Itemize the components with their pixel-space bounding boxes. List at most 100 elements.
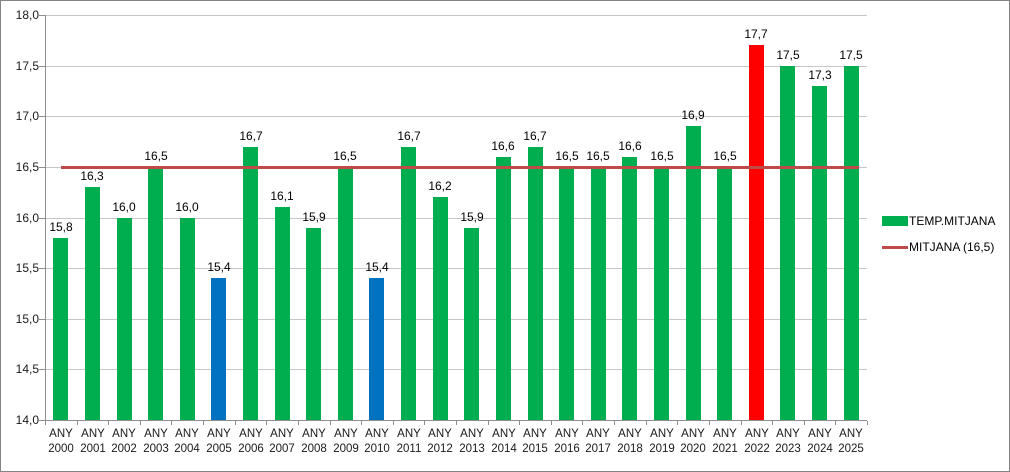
legend-item-temp-mitjana: TEMP.MITJANA — [882, 214, 995, 228]
bar-2019 — [654, 167, 669, 420]
mean-line — [61, 166, 859, 169]
x-axis-label-year: 2008 — [301, 442, 327, 455]
bar-2001 — [85, 187, 100, 420]
bar-value-label: 16,0 — [175, 200, 199, 214]
x-axis-tick — [646, 421, 647, 425]
x-axis-tick — [677, 421, 678, 425]
x-axis-label-prefix: ANY — [270, 428, 294, 440]
x-axis-label-prefix: ANY — [112, 428, 136, 440]
x-axis-label-year: 2005 — [206, 442, 232, 455]
bar-2016 — [559, 167, 574, 420]
legend-bar-swatch-icon — [882, 216, 908, 226]
bar-2012 — [433, 197, 448, 420]
y-gridline — [45, 66, 867, 67]
x-axis-label-prefix: ANY — [302, 428, 326, 440]
x-axis-label-prefix: ANY — [681, 428, 705, 440]
x-axis-label: ANY 2025 — [835, 427, 867, 456]
x-axis-label: ANY 2005 — [203, 427, 235, 456]
x-axis-label-prefix: ANY — [397, 428, 421, 440]
legend: TEMP.MITJANA MITJANA (16,5) — [882, 214, 995, 254]
y-axis-tick — [39, 420, 45, 421]
x-axis-line — [45, 420, 867, 421]
x-axis-label-year: 2009 — [333, 442, 359, 455]
x-axis-tick — [424, 421, 425, 425]
x-axis-tick — [235, 421, 236, 425]
bar-value-label: 16,5 — [555, 149, 579, 163]
x-axis-tick — [393, 421, 394, 425]
bar-2013 — [464, 228, 479, 420]
x-axis-tick — [835, 421, 836, 425]
x-axis-label-year: 2022 — [744, 442, 770, 455]
y-gridline — [45, 268, 867, 269]
x-axis-label-year: 2025 — [838, 442, 864, 455]
x-axis-label-year: 2006 — [238, 442, 264, 455]
x-axis-label-prefix: ANY — [207, 428, 231, 440]
bar-2010 — [369, 278, 384, 420]
bar-2011 — [401, 147, 416, 420]
x-axis-label: ANY 2018 — [614, 427, 646, 456]
bar-2015 — [528, 147, 543, 420]
y-axis-label: 17,5 — [15, 59, 39, 73]
x-axis-label: ANY 2006 — [235, 427, 267, 456]
y-axis-line — [45, 15, 46, 421]
bar-value-label: 16,0 — [112, 200, 136, 214]
y-gridline — [45, 319, 867, 320]
x-axis-label-prefix: ANY — [745, 428, 769, 440]
x-axis-tick — [519, 421, 520, 425]
bar-value-label: 15,9 — [302, 210, 326, 224]
bar-value-label: 16,5 — [333, 149, 357, 163]
y-axis-label: 15,5 — [15, 261, 39, 275]
bar-2018 — [622, 157, 637, 420]
x-axis-tick — [551, 421, 552, 425]
bar-2024 — [812, 86, 827, 420]
x-axis-label-prefix: ANY — [808, 428, 832, 440]
x-axis-label-year: 2014 — [491, 442, 517, 455]
y-axis-label: 16,0 — [15, 211, 39, 225]
bar-2014 — [496, 157, 511, 420]
x-axis-label-year: 2013 — [459, 442, 485, 455]
y-axis-label: 17,0 — [15, 109, 39, 123]
x-axis-label-prefix: ANY — [365, 428, 389, 440]
bar-2022 — [749, 45, 764, 420]
bar-2006 — [243, 147, 258, 420]
x-axis-label-prefix: ANY — [334, 428, 358, 440]
x-axis-tick — [298, 421, 299, 425]
x-axis-label-prefix: ANY — [839, 428, 863, 440]
x-axis-label-year: 2016 — [554, 442, 580, 455]
x-axis-label: ANY 2011 — [393, 427, 425, 456]
x-axis-label: ANY 2022 — [741, 427, 773, 456]
bar-2005 — [211, 278, 226, 420]
bar-2021 — [717, 167, 732, 420]
x-axis-label-year: 2015 — [522, 442, 548, 455]
x-axis-label-prefix: ANY — [239, 428, 263, 440]
x-axis-tick — [772, 421, 773, 425]
x-axis-label-prefix: ANY — [81, 428, 105, 440]
x-axis-label: ANY 2023 — [772, 427, 804, 456]
x-axis-label: ANY 2024 — [804, 427, 836, 456]
x-axis-label: ANY 2000 — [45, 427, 77, 456]
x-axis-label: ANY 2016 — [551, 427, 583, 456]
x-axis-label: ANY 2009 — [330, 427, 362, 456]
x-axis-tick — [361, 421, 362, 425]
bar-value-label: 15,9 — [460, 210, 484, 224]
bar-value-label: 16,6 — [491, 139, 515, 153]
x-axis-label: ANY 2015 — [519, 427, 551, 456]
bar-2000 — [53, 238, 68, 420]
bar-value-label: 16,5 — [586, 149, 610, 163]
y-axis-tick — [39, 319, 45, 320]
bar-value-label: 16,5 — [713, 149, 737, 163]
x-axis-label-year: 2010 — [364, 442, 390, 455]
x-axis-label-year: 2004 — [174, 442, 200, 455]
x-axis-label-year: 2012 — [427, 442, 453, 455]
bar-value-label: 16,9 — [681, 108, 705, 122]
legend-label: TEMP.MITJANA — [909, 214, 996, 228]
bar-2017 — [591, 167, 606, 420]
y-axis-tick — [39, 218, 45, 219]
x-axis-label-year: 2023 — [775, 442, 801, 455]
bar-value-label: 15,4 — [365, 260, 389, 274]
x-axis-label: ANY 2004 — [171, 427, 203, 456]
bar-value-label: 17,5 — [776, 48, 800, 62]
x-axis-tick — [140, 421, 141, 425]
y-axis-tick — [39, 116, 45, 117]
x-axis-label: ANY 2008 — [298, 427, 330, 456]
